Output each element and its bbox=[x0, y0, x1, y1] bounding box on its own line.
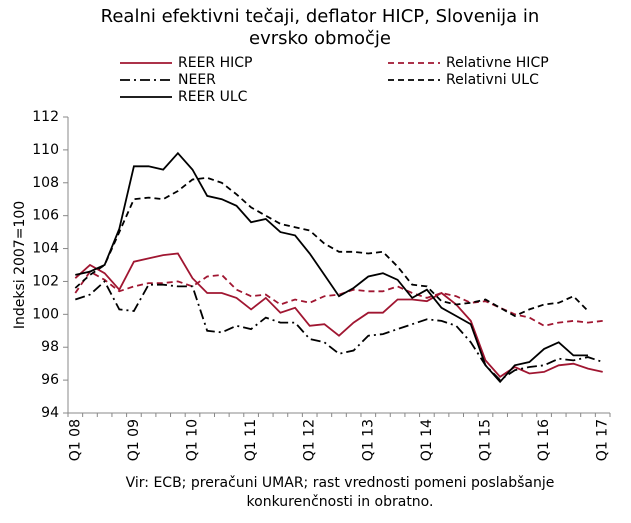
x-tick-label: Q1 09 bbox=[126, 419, 142, 461]
x-tick-label: Q1 13 bbox=[360, 419, 376, 461]
series-line bbox=[75, 151, 588, 384]
x-tick-label: Q1 15 bbox=[477, 419, 493, 461]
x-tick-label: Q1 10 bbox=[185, 419, 201, 461]
x-tick-label: Q1 17 bbox=[595, 419, 611, 461]
x-tick-label: Q1 16 bbox=[536, 419, 552, 461]
y-tick-label: 112 bbox=[32, 109, 59, 125]
x-tick-label: Q1 14 bbox=[419, 419, 435, 461]
legend-label: REER ULC bbox=[178, 89, 248, 105]
y-tick-label: 94 bbox=[41, 405, 59, 421]
y-tick-label: 106 bbox=[32, 208, 59, 224]
y-tick-label: 96 bbox=[41, 372, 59, 388]
y-tick-label: 102 bbox=[32, 273, 59, 289]
legend-label: NEER bbox=[178, 72, 216, 88]
legend-label: Relativne HICP bbox=[446, 55, 549, 71]
source-note: Vir: ECB; preračuni UMAR; rast vrednosti… bbox=[125, 475, 555, 510]
legend-label: REER HICP bbox=[178, 55, 252, 71]
x-tick-label: Q1 11 bbox=[243, 419, 259, 461]
y-tick-label: 104 bbox=[32, 241, 59, 257]
series-line bbox=[74, 176, 589, 318]
x-tick-label: Q1 12 bbox=[302, 419, 318, 461]
x-tick-label: Q1 08 bbox=[67, 419, 83, 461]
chart-title: Realni efektivni tečaji, deflator HICP, … bbox=[100, 6, 540, 49]
legend-label: Relativni ULC bbox=[446, 72, 539, 88]
y-tick-label: 110 bbox=[32, 142, 59, 158]
series-line bbox=[74, 252, 603, 378]
series-line bbox=[74, 270, 603, 327]
y-tick-label: 108 bbox=[32, 175, 59, 191]
series-line bbox=[75, 279, 603, 382]
y-tick-label: 100 bbox=[32, 306, 59, 322]
y-tick-label: 98 bbox=[41, 339, 59, 355]
y-axis-label: Indeksi 2007=100 bbox=[12, 201, 28, 329]
